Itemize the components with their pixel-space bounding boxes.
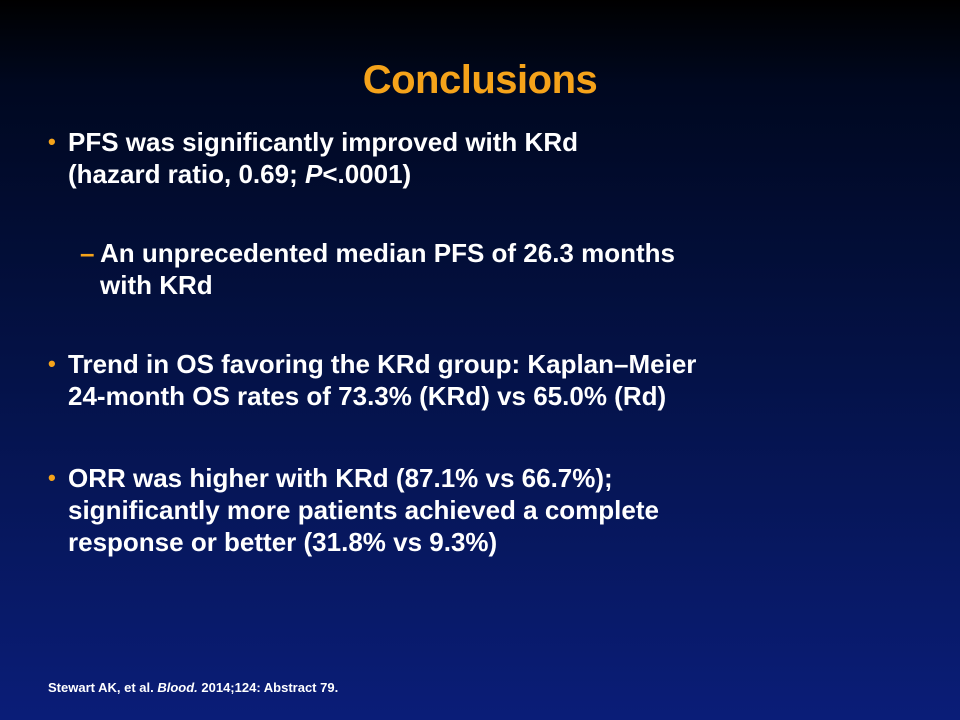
bullet-orr: • ORR was higher with KRd (87.1% vs 66.7…	[48, 462, 848, 558]
citation-journal: Blood.	[157, 680, 198, 695]
bullet-marker: •	[48, 465, 56, 490]
bullet-os: • Trend in OS favoring the KRd group: Ka…	[48, 348, 848, 412]
bullet-line: (hazard ratio, 0.69;	[68, 159, 305, 189]
bullet-marker: •	[48, 351, 56, 376]
bullet-pfs: • PFS was significantly improved with KR…	[48, 126, 848, 190]
bullet-line: Trend in OS favoring the KRd group: Kapl…	[68, 349, 697, 379]
sub-bullet-marker: –	[80, 238, 95, 268]
sub-bullet-line: An unprecedented median PFS of 26.3 mont…	[100, 238, 675, 268]
citation-authors: Stewart AK, et al.	[48, 680, 158, 695]
bullet-text: ORR was higher with KRd (87.1% vs 66.7%)…	[68, 462, 848, 558]
sub-bullet-median-pfs: – An unprecedented median PFS of 26.3 mo…	[80, 237, 840, 301]
p-value-symbol: P	[304, 159, 323, 189]
sub-bullet-text: An unprecedented median PFS of 26.3 mont…	[100, 237, 840, 301]
bullet-text: PFS was significantly improved with KRd …	[68, 126, 848, 190]
bullet-marker: •	[48, 129, 56, 154]
slide-title: Conclusions	[362, 58, 598, 102]
bullet-line: ORR was higher with KRd (87.1% vs 66.7%)…	[68, 463, 613, 493]
bullet-line: <.0001)	[322, 159, 412, 189]
citation-details: 2014;124: Abstract 79.	[197, 680, 339, 695]
bullet-line: 24-month OS rates of 73.3% (KRd) vs 65.0…	[68, 381, 667, 411]
bullet-line: PFS was significantly improved with KRd	[68, 127, 578, 157]
sub-bullet-line: with KRd	[100, 270, 213, 300]
bullet-line: response or better (31.8% vs 9.3%)	[68, 527, 498, 557]
bullet-line: significantly more patients achieved a c…	[68, 495, 659, 525]
bullet-text: Trend in OS favoring the KRd group: Kapl…	[68, 348, 848, 412]
citation: Stewart AK, et al. Blood. 2014;124: Abst…	[48, 680, 338, 695]
